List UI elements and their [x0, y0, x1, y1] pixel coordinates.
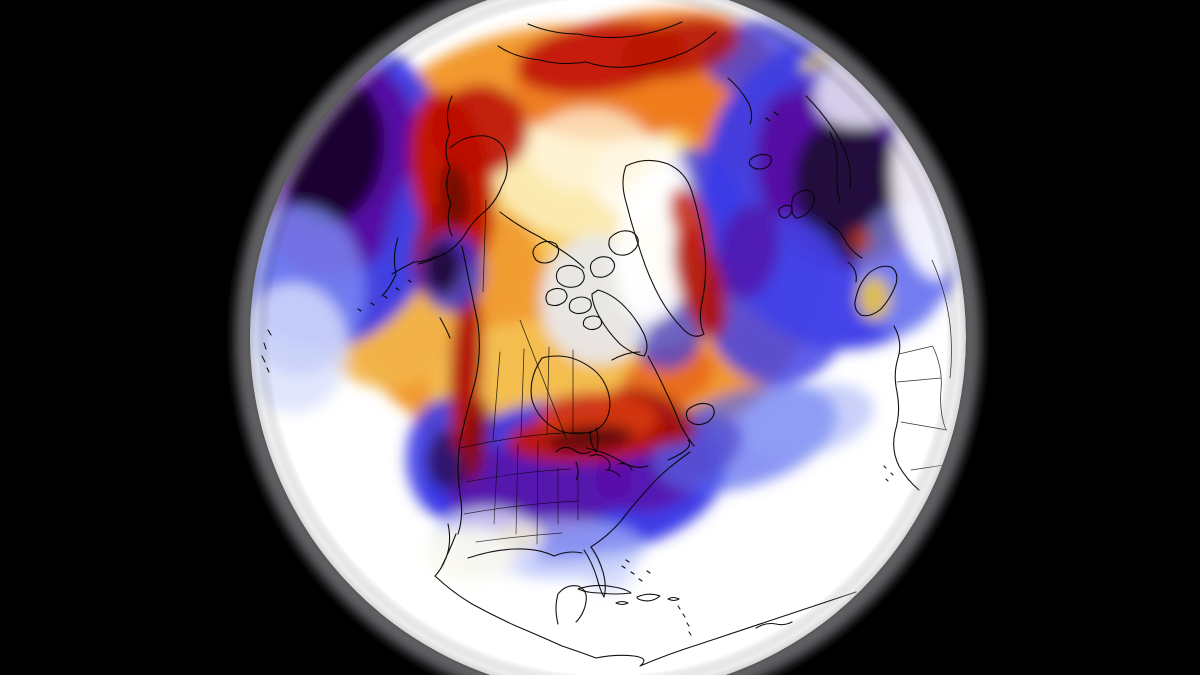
- atmosphere-rim: [226, 0, 990, 675]
